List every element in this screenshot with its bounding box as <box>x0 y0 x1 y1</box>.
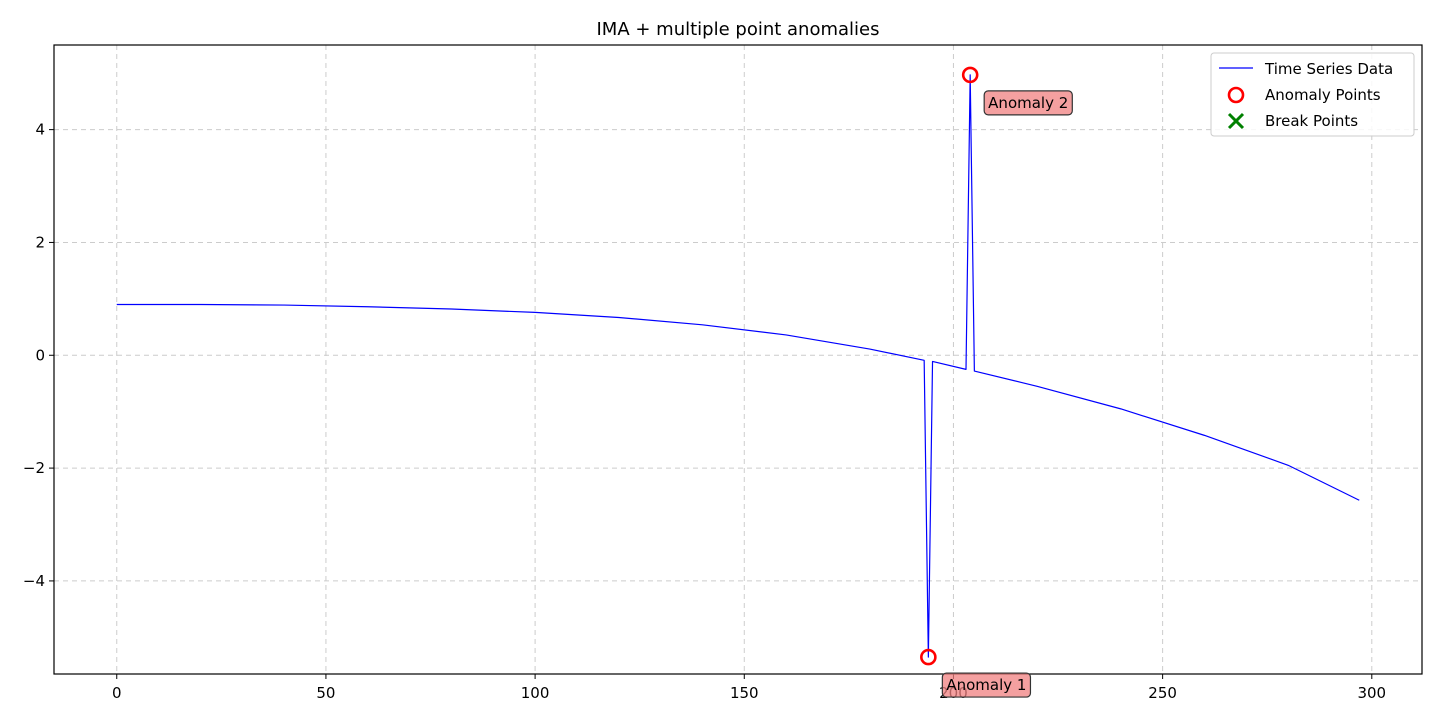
y-tick-label: −4 <box>23 572 45 590</box>
legend-label-break: Break Points <box>1265 112 1358 130</box>
time-series-line <box>116 74 1360 658</box>
legend-break-swatch <box>1227 112 1245 130</box>
y-tick-label: 2 <box>35 233 45 251</box>
x-tick-label: 300 <box>1357 684 1386 702</box>
x-tick-label: 150 <box>730 684 759 702</box>
y-tick-label: −2 <box>23 459 45 477</box>
legend-box <box>1210 52 1415 137</box>
plot-frame <box>53 44 1423 675</box>
x-tick-label: 250 <box>1148 684 1177 702</box>
y-tick-label: 4 <box>35 121 45 139</box>
chart-title: IMA + multiple point anomalies <box>597 19 880 40</box>
legend-anomaly-swatch <box>1227 86 1245 104</box>
x-tick-label: 100 <box>521 684 550 702</box>
marker-layer <box>920 66 979 666</box>
anomaly-point <box>920 648 937 666</box>
x-tick-label: 0 <box>112 684 122 702</box>
grid <box>54 45 1422 674</box>
legend-label-series: Time Series Data <box>1264 60 1393 78</box>
anomaly-point <box>961 66 979 84</box>
annotation-1: Anomaly 1 <box>941 672 1032 698</box>
x-tick-label: 50 <box>316 684 335 702</box>
y-tick-label: 0 <box>35 346 45 364</box>
annotations: Anomaly 1 Anomaly 2 <box>941 90 1073 698</box>
series-layer <box>116 74 1360 658</box>
legend: Time Series Data Anomaly Points Break Po… <box>1210 52 1415 137</box>
annotation-2: Anomaly 2 <box>983 90 1073 116</box>
annotation-label: Anomaly 2 <box>988 94 1068 112</box>
annotation-label: Anomaly 1 <box>946 676 1026 694</box>
legend-label-anomaly: Anomaly Points <box>1265 86 1381 104</box>
annotation-box <box>941 672 1032 698</box>
annotation-box <box>983 90 1073 116</box>
